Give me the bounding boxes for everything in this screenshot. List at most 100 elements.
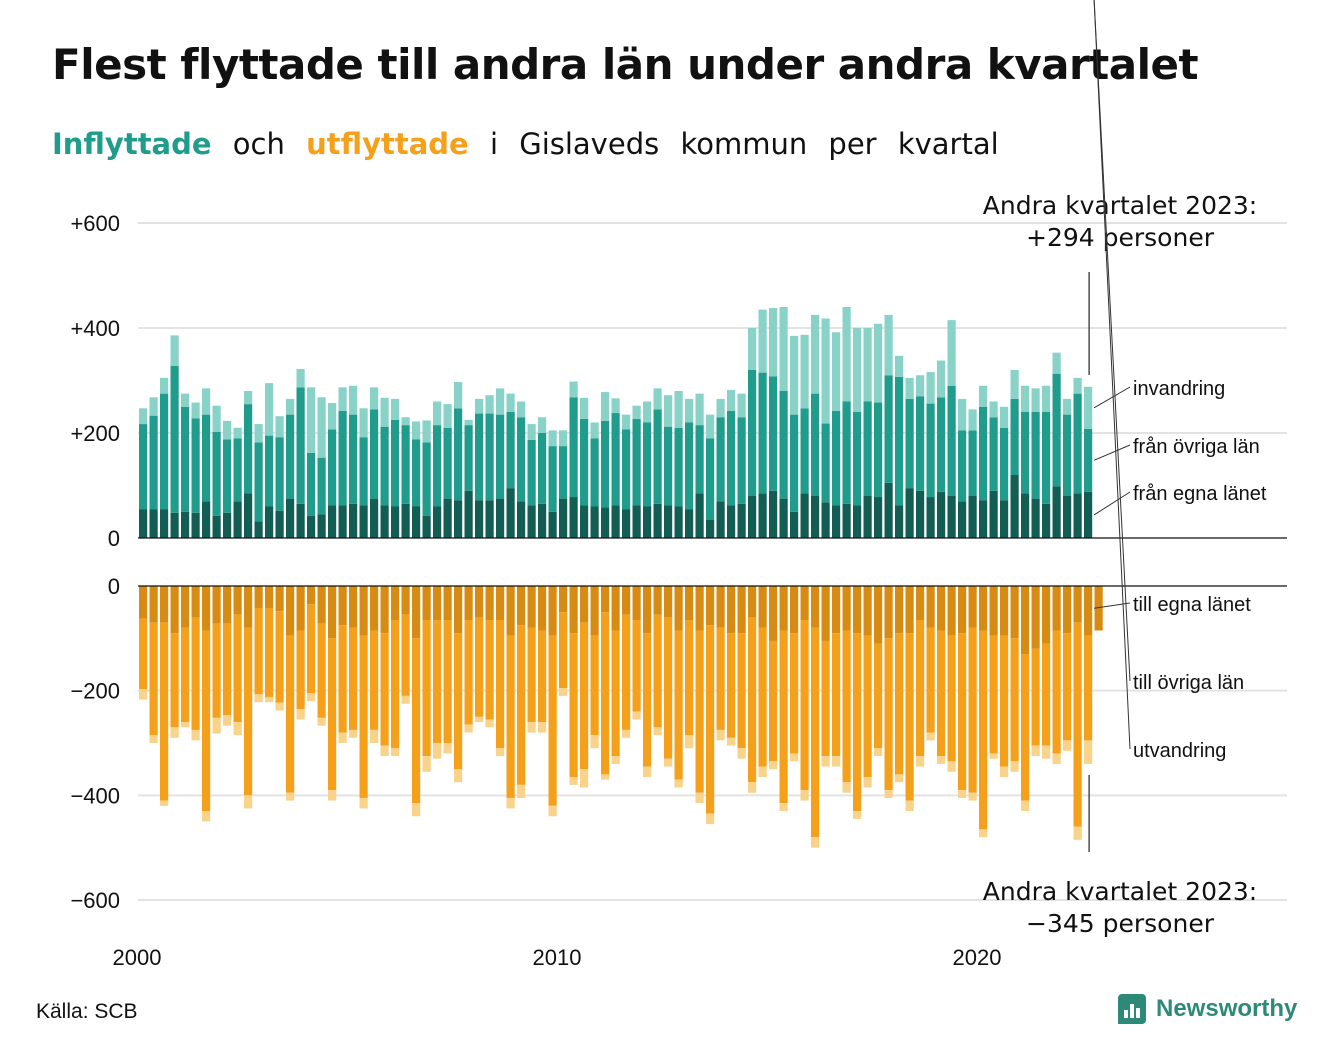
bar-out-egna: [401, 586, 410, 615]
bar-in-invandring: [832, 332, 841, 411]
bar-out-egna: [1021, 586, 1030, 655]
bar-out-ovriga: [181, 627, 190, 723]
bar-out-utvandring: [349, 729, 358, 738]
bar-in-ovriga: [412, 439, 421, 507]
bar-out-egna: [338, 586, 347, 626]
bar-in-egna: [979, 500, 988, 538]
bar-in-egna: [695, 493, 704, 538]
bar-in-ovriga: [506, 412, 515, 489]
bar-in-invandring: [433, 401, 442, 426]
bar-in-invandring: [569, 381, 578, 398]
bar-in-invandring: [170, 335, 179, 366]
bar-out-ovriga: [685, 620, 694, 736]
bar-in-egna: [1021, 493, 1030, 538]
bar-in-egna: [779, 498, 788, 538]
bar-in-egna: [443, 498, 452, 538]
bar-in-invandring: [758, 309, 767, 373]
series-label: till egna länet: [1133, 594, 1251, 616]
bar-out-utvandring: [716, 729, 725, 741]
bar-out-egna: [517, 586, 526, 626]
bar-out-utvandring: [926, 732, 935, 741]
bar-out-utvandring: [937, 756, 946, 764]
y-tick-label: 0: [108, 526, 120, 551]
bar-in-invandring: [611, 398, 620, 414]
bar-in-invandring: [590, 422, 599, 439]
bar-in-ovriga: [569, 397, 578, 498]
bar-out-ovriga: [485, 620, 494, 720]
bar-in-invandring: [989, 401, 998, 418]
bar-in-invandring: [779, 307, 788, 391]
bar-out-ovriga: [853, 633, 862, 812]
bar-in-ovriga: [611, 413, 620, 506]
bar-in-egna: [706, 519, 715, 538]
bar-in-ovriga: [1052, 373, 1061, 487]
bar-in-invandring: [422, 420, 431, 443]
bar-in-ovriga: [1073, 393, 1082, 494]
bar-out-utvandring: [811, 837, 820, 848]
annotation-text: Andra kvartalet 2023:: [983, 191, 1257, 220]
bar-in-ovriga: [758, 372, 767, 494]
bar-in-invandring: [622, 414, 631, 430]
bar-out-egna: [391, 586, 400, 621]
bar-in-egna: [769, 490, 778, 538]
bar-in-egna: [653, 503, 662, 538]
bar-out-ovriga: [580, 622, 589, 770]
bar-in-invandring: [223, 420, 232, 440]
bar-out-egna: [433, 586, 442, 621]
bar-in-ovriga: [590, 438, 599, 507]
bar-in-invandring: [307, 387, 316, 453]
bar-out-egna: [706, 586, 715, 626]
bar-out-utvandring: [779, 803, 788, 812]
bar-in-egna: [737, 503, 746, 538]
bar-out-ovriga: [391, 620, 400, 749]
bar-in-egna: [1084, 491, 1093, 538]
y-tick-label: +400: [70, 316, 120, 341]
bar-in-invandring: [874, 323, 883, 403]
bar-out-ovriga: [559, 612, 568, 689]
bar-out-egna: [853, 586, 862, 634]
bar-in-ovriga: [1000, 427, 1009, 501]
bar-out-egna: [496, 586, 505, 621]
bar-out-utvandring: [758, 766, 767, 778]
bar-in-egna: [286, 498, 295, 538]
bar-in-invandring: [349, 385, 358, 415]
bar-in-egna: [1073, 493, 1082, 538]
series-label: utvandring: [1133, 740, 1226, 762]
bar-out-ovriga: [202, 630, 211, 812]
bar-out-ovriga: [832, 633, 841, 757]
bar-in-ovriga: [821, 423, 830, 503]
bar-in-ovriga: [737, 417, 746, 504]
bar-in-ovriga: [296, 387, 305, 504]
bar-in-egna: [370, 498, 379, 538]
bar-in-ovriga: [401, 425, 410, 504]
bar-in-invandring: [160, 377, 169, 394]
bar-in-ovriga: [790, 414, 799, 512]
bar-in-invandring: [905, 377, 914, 399]
bar-out-ovriga: [748, 617, 757, 783]
bar-out-utvandring: [454, 769, 463, 783]
bar-out-ovriga: [412, 638, 421, 804]
bar-in-invandring: [748, 328, 757, 370]
chart-subtitle: Inflyttade och utflyttade i Gislaveds ko…: [52, 127, 1011, 161]
bar-out-ovriga: [433, 620, 442, 743]
bar-in-ovriga: [170, 365, 179, 513]
bar-out-ovriga: [979, 630, 988, 830]
bar-out-ovriga: [653, 614, 662, 728]
bar-in-ovriga: [244, 404, 253, 494]
bar-in-egna: [328, 505, 337, 538]
bar-out-utvandring: [968, 792, 977, 801]
bar-in-invandring: [506, 393, 515, 412]
bar-out-egna: [349, 586, 358, 628]
bar-in-egna: [632, 505, 641, 538]
bar-out-utvandring: [139, 689, 148, 700]
bar-in-ovriga: [475, 413, 484, 501]
bar-out-ovriga: [160, 622, 169, 801]
bar-in-ovriga: [937, 397, 946, 492]
subtitle-och: och: [232, 127, 285, 161]
bar-in-egna: [170, 512, 179, 538]
bar-in-egna: [601, 507, 610, 538]
bar-out-egna: [296, 586, 305, 631]
bar-out-ovriga: [695, 630, 704, 793]
bar-in-ovriga: [149, 415, 158, 510]
bar-in-invandring: [643, 401, 652, 423]
